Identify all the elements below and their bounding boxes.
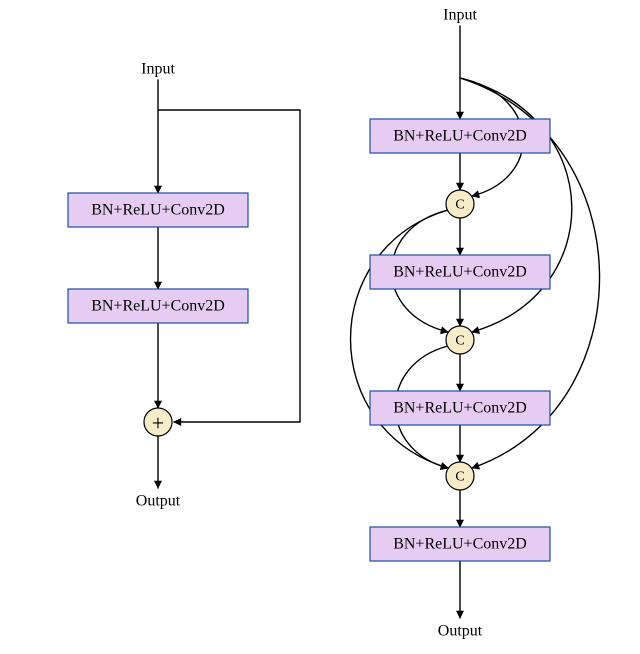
plus-node-label: + (152, 411, 164, 436)
conv-block-R2: BN+ReLU+Conv2D (370, 391, 550, 425)
concat-node-label: C (455, 198, 464, 213)
plus-node-L: + (144, 408, 172, 436)
concat-node-label: C (455, 470, 464, 485)
conv-block-label: BN+ReLU+Conv2D (91, 298, 225, 315)
concat-node-R1: C (446, 326, 474, 354)
input-label-left: Input (141, 61, 175, 78)
conv-block-label: BN+ReLU+Conv2D (91, 202, 225, 219)
conv-block-label: BN+ReLU+Conv2D (393, 264, 527, 281)
concat-node-R2: C (446, 462, 474, 490)
skip-connection-left (158, 110, 300, 422)
conv-block-R1: BN+ReLU+Conv2D (370, 255, 550, 289)
output-label-left: Output (136, 493, 181, 510)
output-label-right: Output (438, 623, 483, 640)
conv-block-label: BN+ReLU+Conv2D (393, 128, 527, 145)
concat-node-label: C (455, 334, 464, 349)
conv-block-R0: BN+ReLU+Conv2D (370, 119, 550, 153)
conv-block-label: BN+ReLU+Conv2D (393, 400, 527, 417)
conv-block-label: BN+ReLU+Conv2D (393, 536, 527, 553)
conv-block-L1: BN+ReLU+Conv2D (68, 289, 248, 323)
conv-block-L0: BN+ReLU+Conv2D (68, 193, 248, 227)
dense-edge-in_to_C2 (460, 78, 572, 332)
concat-node-R0: C (446, 190, 474, 218)
input-label-right: Input (443, 7, 477, 24)
conv-block-R3: BN+ReLU+Conv2D (370, 527, 550, 561)
